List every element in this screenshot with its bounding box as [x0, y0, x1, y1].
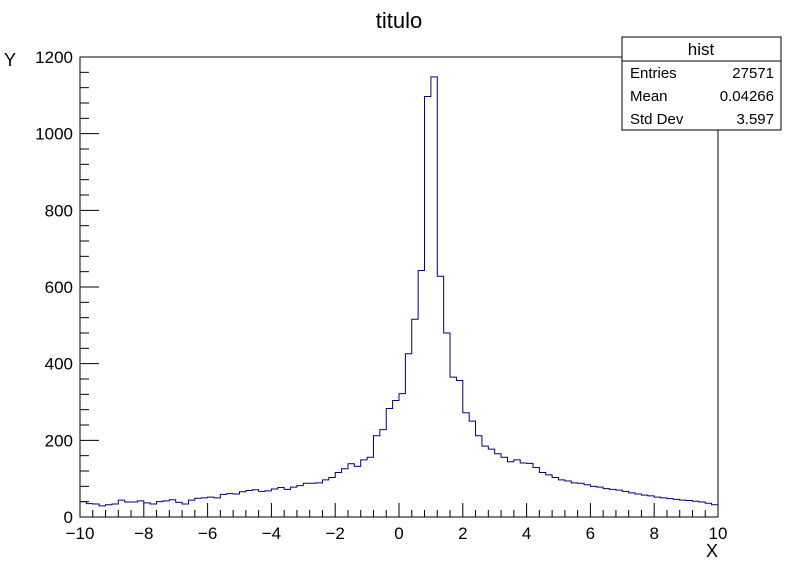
x-tick-label: 8: [649, 524, 658, 543]
histogram-line: [80, 76, 718, 507]
x-tick-label: 6: [586, 524, 595, 543]
stats-box-frame: [621, 36, 782, 131]
x-tick-label: −10: [66, 524, 95, 543]
stats-box: hist Entries 27571 Mean 0.04266 Std Dev …: [621, 36, 782, 131]
x-tick-label: −8: [134, 524, 153, 543]
y-tick-label: 1200: [35, 48, 73, 67]
stats-mean-label: Mean: [630, 88, 668, 105]
x-tick-labels: −10 −8 −6 −4 −2 0 2 4 6 8 10: [66, 524, 728, 543]
x-tick-label: −2: [326, 524, 345, 543]
y-tick-label: 1000: [35, 125, 73, 144]
y-tick-labels: 0 200 400 600 800 1000 1200: [35, 48, 73, 527]
y-tick-label: 600: [45, 278, 73, 297]
stats-box-title: hist: [688, 40, 715, 59]
y-tick-label: 800: [45, 201, 73, 220]
x-axis-label: X: [706, 541, 718, 561]
y-tick-label: 200: [45, 431, 73, 450]
x-tick-label: 4: [522, 524, 531, 543]
stats-mean-value: 0.04266: [720, 88, 774, 105]
x-tick-label: −6: [198, 524, 217, 543]
stats-entries-label: Entries: [630, 65, 677, 82]
x-tick-label: 0: [394, 524, 403, 543]
chart-title: titulo: [376, 8, 422, 33]
y-axis-label: Y: [4, 50, 16, 70]
stats-entries-value: 27571: [732, 65, 774, 82]
x-tick-label: −4: [262, 524, 281, 543]
stats-stddev-label: Std Dev: [630, 111, 684, 128]
stats-stddev-value: 3.597: [736, 111, 774, 128]
x-tick-label: 2: [458, 524, 467, 543]
x-tick-label: 10: [709, 524, 728, 543]
y-tick-label: 400: [45, 355, 73, 374]
y-tick-label: 0: [64, 508, 73, 527]
axis-ticks: [79, 56, 719, 518]
